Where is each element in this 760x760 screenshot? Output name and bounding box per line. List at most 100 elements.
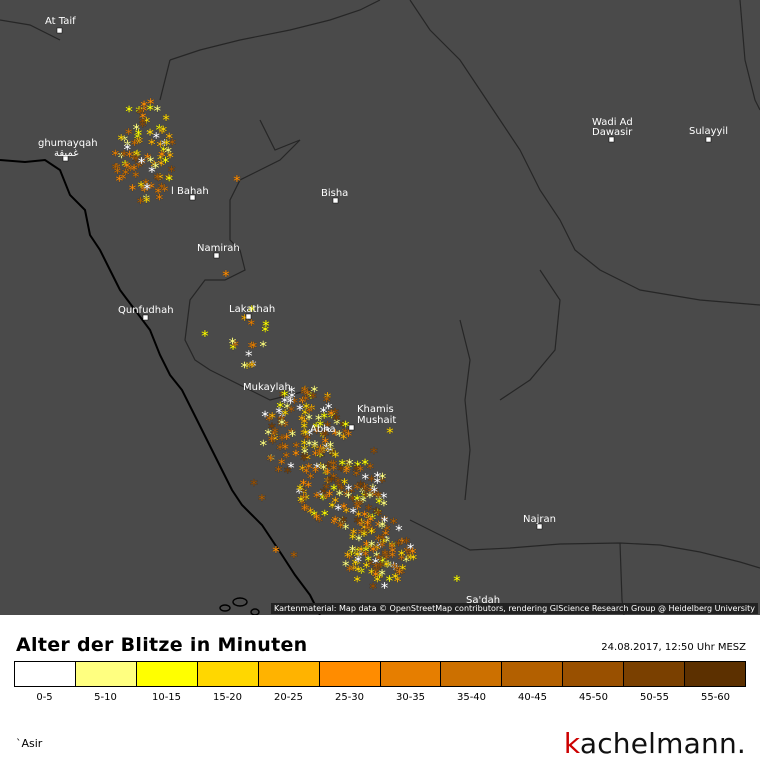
lightning-strike: * xyxy=(317,448,325,466)
city-marker xyxy=(56,27,63,34)
lightning-strike: * xyxy=(388,548,396,566)
islands xyxy=(219,597,260,615)
lightning-strike: * xyxy=(300,385,308,403)
lightning-strike: * xyxy=(356,462,364,480)
city-abha[interactable]: Abha xyxy=(310,424,336,435)
lightning-strike: * xyxy=(368,472,376,490)
lightning-strike: * xyxy=(297,492,305,510)
legend-swatch xyxy=(258,662,320,686)
lightning-strike: * xyxy=(374,505,382,523)
city-qunfudhah[interactable]: Qunfudhah xyxy=(118,305,174,321)
city-bisha[interactable]: Bisha xyxy=(321,188,348,204)
lightning-strike: * xyxy=(409,544,417,562)
lightning-strike: * xyxy=(330,456,338,474)
lightning-strike: * xyxy=(390,558,398,576)
lightning-strike: * xyxy=(147,179,155,197)
lightning-strike: * xyxy=(403,543,411,561)
lightning-strike: * xyxy=(367,483,375,501)
lightning-strike: * xyxy=(122,166,130,184)
lightning-strike: * xyxy=(259,337,267,355)
lightning-strike: * xyxy=(378,538,386,556)
lightning-strike: * xyxy=(279,387,287,405)
lightning-strike: * xyxy=(298,412,306,430)
lightning-strike: * xyxy=(349,491,357,509)
lightning-strike: * xyxy=(335,486,343,504)
city-marker xyxy=(608,136,615,143)
lightning-strike: * xyxy=(148,136,156,154)
lightning-strike: * xyxy=(166,149,174,167)
city-mukaylah[interactable]: Mukaylah xyxy=(243,382,291,393)
lightning-strike: * xyxy=(380,497,388,515)
city-ghumayqah[interactable]: ghumayqah غميقة xyxy=(38,138,98,162)
lightning-strike: * xyxy=(319,428,327,446)
lightning-strike: * xyxy=(300,490,308,508)
lightning-strike: * xyxy=(231,337,239,355)
city-wadi-ad-dawasir[interactable]: Wadi Ad Dawasir xyxy=(592,117,633,143)
lightning-strike: * xyxy=(139,118,147,136)
legend-swatch xyxy=(502,662,564,686)
lightning-strike: * xyxy=(138,155,146,173)
lightning-strike: * xyxy=(229,340,237,358)
city-khamis-mushait[interactable]: Khamis Mushait xyxy=(348,404,396,431)
map-canvas: ***************** ***********************… xyxy=(0,0,760,615)
lightning-strike: * xyxy=(353,573,361,591)
lightning-strike: * xyxy=(164,143,172,161)
city-sulayyil[interactable]: Sulayyil xyxy=(689,126,728,143)
map-attribution: Kartenmaterial: Map data © OpenStreetMap… xyxy=(270,603,758,614)
legend-tick-label: 45-50 xyxy=(578,692,609,703)
lightning-strike: * xyxy=(358,515,366,533)
lightning-strike: * xyxy=(395,522,403,540)
lightning-strike: * xyxy=(373,564,381,582)
lightning-strike: * xyxy=(368,537,376,555)
lightning-strike: * xyxy=(378,554,386,572)
city-namirah[interactable]: Namirah xyxy=(197,243,240,259)
lightning-strike: * xyxy=(111,146,119,164)
city-lakathah[interactable]: Lakathah xyxy=(229,304,275,320)
lightning-strike: * xyxy=(374,469,382,487)
lightning-strike: * xyxy=(316,487,324,505)
lightning-strike: * xyxy=(298,494,306,512)
lightning-strike: * xyxy=(354,562,362,580)
lightning-strike: * xyxy=(394,573,402,591)
city-label: Khamis xyxy=(357,404,394,415)
lightning-strike: * xyxy=(398,534,406,552)
lightning-strike: * xyxy=(283,430,291,448)
lightning-strike: * xyxy=(326,443,334,461)
city-label: Najran xyxy=(523,514,556,525)
lightning-strike: * xyxy=(297,483,305,501)
lightning-strike: * xyxy=(281,440,289,458)
lightning-strike: * xyxy=(364,552,372,570)
lightning-strike: * xyxy=(248,302,256,320)
lightning-strike: * xyxy=(321,439,329,457)
lightning-strike: * xyxy=(168,136,176,154)
city-marker xyxy=(245,313,252,320)
lightning-strike: * xyxy=(156,137,164,155)
lightning-strike: * xyxy=(382,526,390,544)
city-at-taif[interactable]: At Taif xyxy=(45,16,76,34)
lightning-strike: * xyxy=(272,543,280,561)
lightning-strike: * xyxy=(299,461,307,479)
lightning-strike: * xyxy=(391,570,399,588)
lightning-strike: * xyxy=(352,555,360,573)
lightning-strike: * xyxy=(121,132,129,150)
lightning-strike: * xyxy=(375,532,383,550)
lightning-strike: * xyxy=(115,172,123,190)
lightning-strike: * xyxy=(301,406,309,424)
lightning-strike: * xyxy=(369,480,377,498)
city-sadah[interactable]: Sa'dah xyxy=(466,595,500,606)
lightning-strike: * xyxy=(141,183,149,201)
city-label: Qunfudhah xyxy=(118,305,174,316)
lightning-strike: * xyxy=(153,102,161,120)
lightning-strike: * xyxy=(313,424,321,442)
lightning-strike: * xyxy=(373,548,381,566)
lightning-strike: * xyxy=(301,444,309,462)
city-al-bahah[interactable]: l Bahah xyxy=(171,186,209,201)
lightning-map[interactable]: * * * * * * * * * * * * * * * * * * * * * * * * * * * * * * * * * * * * * * * *… xyxy=(0,0,760,615)
brand-logo[interactable]: kachelmann. xyxy=(564,727,746,760)
lightning-strike: * xyxy=(375,518,383,536)
lightning-strike: * xyxy=(349,504,357,522)
legend-swatch xyxy=(197,662,259,686)
city-najran[interactable]: Najran xyxy=(523,514,556,530)
lightning-strike: * xyxy=(305,403,313,421)
lightning-strike: * xyxy=(364,520,372,538)
